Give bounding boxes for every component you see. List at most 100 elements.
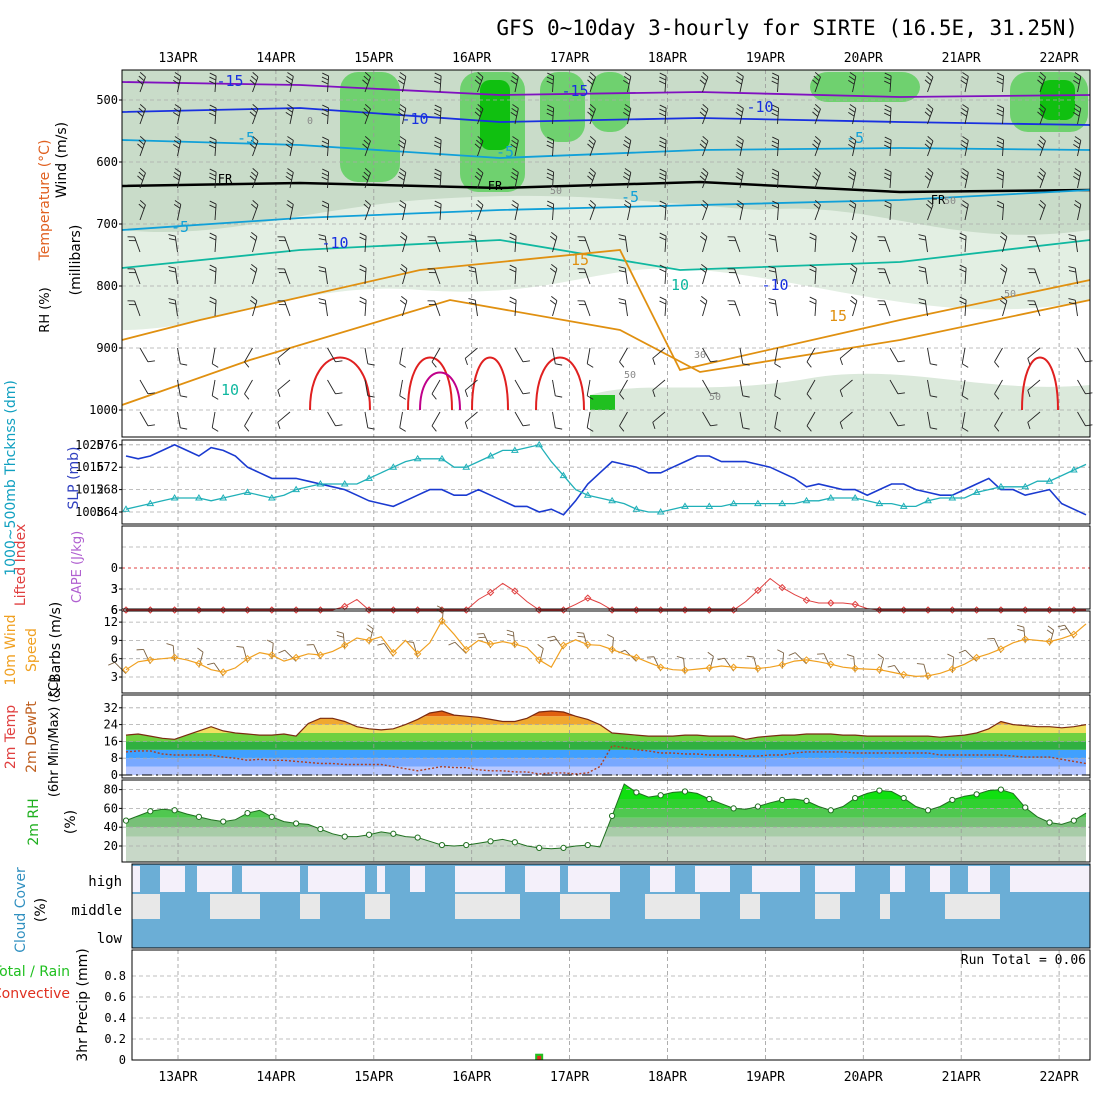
y-tick-label: 60 (104, 801, 118, 815)
wind-barb (852, 236, 858, 253)
wind-barb-flag (510, 175, 517, 181)
wind-barb-flag (468, 238, 476, 241)
wind-barb (774, 300, 778, 317)
wind-barb-flag (318, 266, 326, 269)
wind-barb (172, 645, 176, 662)
wind-barb-flag (174, 72, 182, 77)
wind-barb-flag (434, 200, 442, 205)
wind-barb-flag (287, 104, 294, 109)
slp-tick-label: 1016 (75, 460, 104, 474)
wind-barb-flag (321, 204, 329, 209)
wind-barb-flag (367, 624, 374, 630)
wind-speed-marker (511, 640, 519, 648)
top-date-label: 16APR (452, 51, 491, 66)
wind-barb-flag (464, 422, 468, 430)
wind-barb-flag (173, 175, 180, 181)
wind-barb-flag (924, 79, 931, 85)
wind-barb-flag (659, 172, 667, 177)
wind-barb (964, 140, 969, 157)
wind-barb-flag (139, 72, 146, 78)
wind-barb-flag (322, 136, 329, 141)
wind-barb-flag (848, 79, 855, 85)
wind-barb-flag (251, 264, 258, 269)
wind-barb-flag (137, 79, 144, 85)
wind-barb (702, 268, 708, 285)
wind-barb (177, 411, 181, 428)
wind-barb-flag (468, 270, 476, 273)
wind-barb-flag (249, 79, 256, 85)
wind-speed-marker (341, 641, 349, 649)
rh-saturated-cell (1040, 80, 1075, 120)
wind-barb-flag (918, 234, 926, 237)
thickness-marker (219, 494, 228, 501)
wind-barb (514, 236, 517, 253)
wind-barb-flag (399, 363, 406, 368)
wind-barb (1077, 379, 1086, 395)
wind-barb (774, 268, 778, 285)
rh-2m-axis-label: 2m RH (26, 798, 42, 845)
contour-label: -10 (321, 234, 348, 252)
wind-barb (431, 379, 441, 395)
rh-marker (195, 813, 203, 820)
wind-barb-flag (1039, 72, 1046, 78)
precip-axis-label: 3hr Precip (mm) (75, 948, 91, 1061)
wind-barb-flag (1039, 200, 1046, 206)
wind-barb-flag (362, 175, 369, 181)
wind-barb (774, 347, 778, 364)
rh-marker (268, 813, 275, 820)
wind-speed-marker (268, 651, 276, 659)
wind-barb-flag (652, 422, 656, 430)
wind-speed-marker (1045, 637, 1054, 646)
wind-barb-flag (897, 424, 905, 427)
top-date-label: 15APR (354, 51, 393, 66)
wind-barb (1034, 236, 1041, 253)
wind-barb-flag (962, 168, 969, 173)
wind-barb-flag (197, 647, 204, 653)
wind-barb-flag (1073, 143, 1080, 149)
wind-barb-flag (318, 234, 326, 237)
rh-unit-label: (%) (63, 810, 79, 834)
wind-10m-panel: 3 6 9 12 10m Wind Speed & Barbs (m/s) (3, 602, 1091, 698)
chart-title: GFS 0~10day 3-hourly for SIRTE (16.5E, 3… (496, 16, 1078, 40)
wind-barb-flag (173, 140, 181, 145)
cloud-high-block (385, 866, 410, 892)
wind-barb (174, 300, 178, 317)
thickness-axis-label: 1000~500mb Thcknss (dm) (3, 380, 19, 576)
wind-barb (277, 379, 291, 391)
wind-barb (514, 379, 524, 395)
wind-barb-flag (477, 104, 484, 110)
wind-barb-flag (771, 80, 779, 85)
wind-barb-flag (477, 200, 484, 206)
wind-barb (1077, 347, 1086, 363)
wind-barb (734, 300, 741, 317)
wind-barb (814, 300, 817, 317)
slp-tick-label: 1012 (75, 483, 104, 497)
wind-barb-flag (676, 655, 684, 659)
wind-barb-flag (468, 266, 476, 269)
wind-barb-flag (809, 232, 817, 237)
precip-convective-label: Convective (0, 986, 70, 1002)
wind-barb-flag (547, 168, 554, 173)
wind-barb-flag (468, 302, 476, 305)
wind-barb (244, 411, 253, 427)
wind-axis-label: Wind (m/s) (54, 122, 70, 198)
wind-barb (839, 411, 853, 423)
wind-barb (961, 411, 966, 428)
temp-color-band (126, 716, 1086, 725)
wind-barb-flag (398, 143, 405, 149)
rh-marker (997, 786, 1005, 793)
wind-barb-flag (209, 136, 217, 141)
rh-marker (317, 825, 324, 833)
wind-barb-flag (1016, 624, 1024, 628)
wind-barb-flag (1073, 79, 1080, 85)
contour-label: 15 (571, 251, 589, 269)
wind-barb-flag (1073, 108, 1081, 113)
wind-barb (1002, 204, 1005, 221)
wind-barb-flag (249, 175, 256, 181)
lifted-index-axis-label: Lifted Index (13, 524, 29, 606)
wind-barb-flag (619, 425, 625, 432)
wind-barb-flag (364, 104, 371, 110)
wind-barb-flag (1039, 168, 1046, 174)
wind-barb-flag (924, 111, 931, 117)
wind-barb (814, 268, 817, 285)
